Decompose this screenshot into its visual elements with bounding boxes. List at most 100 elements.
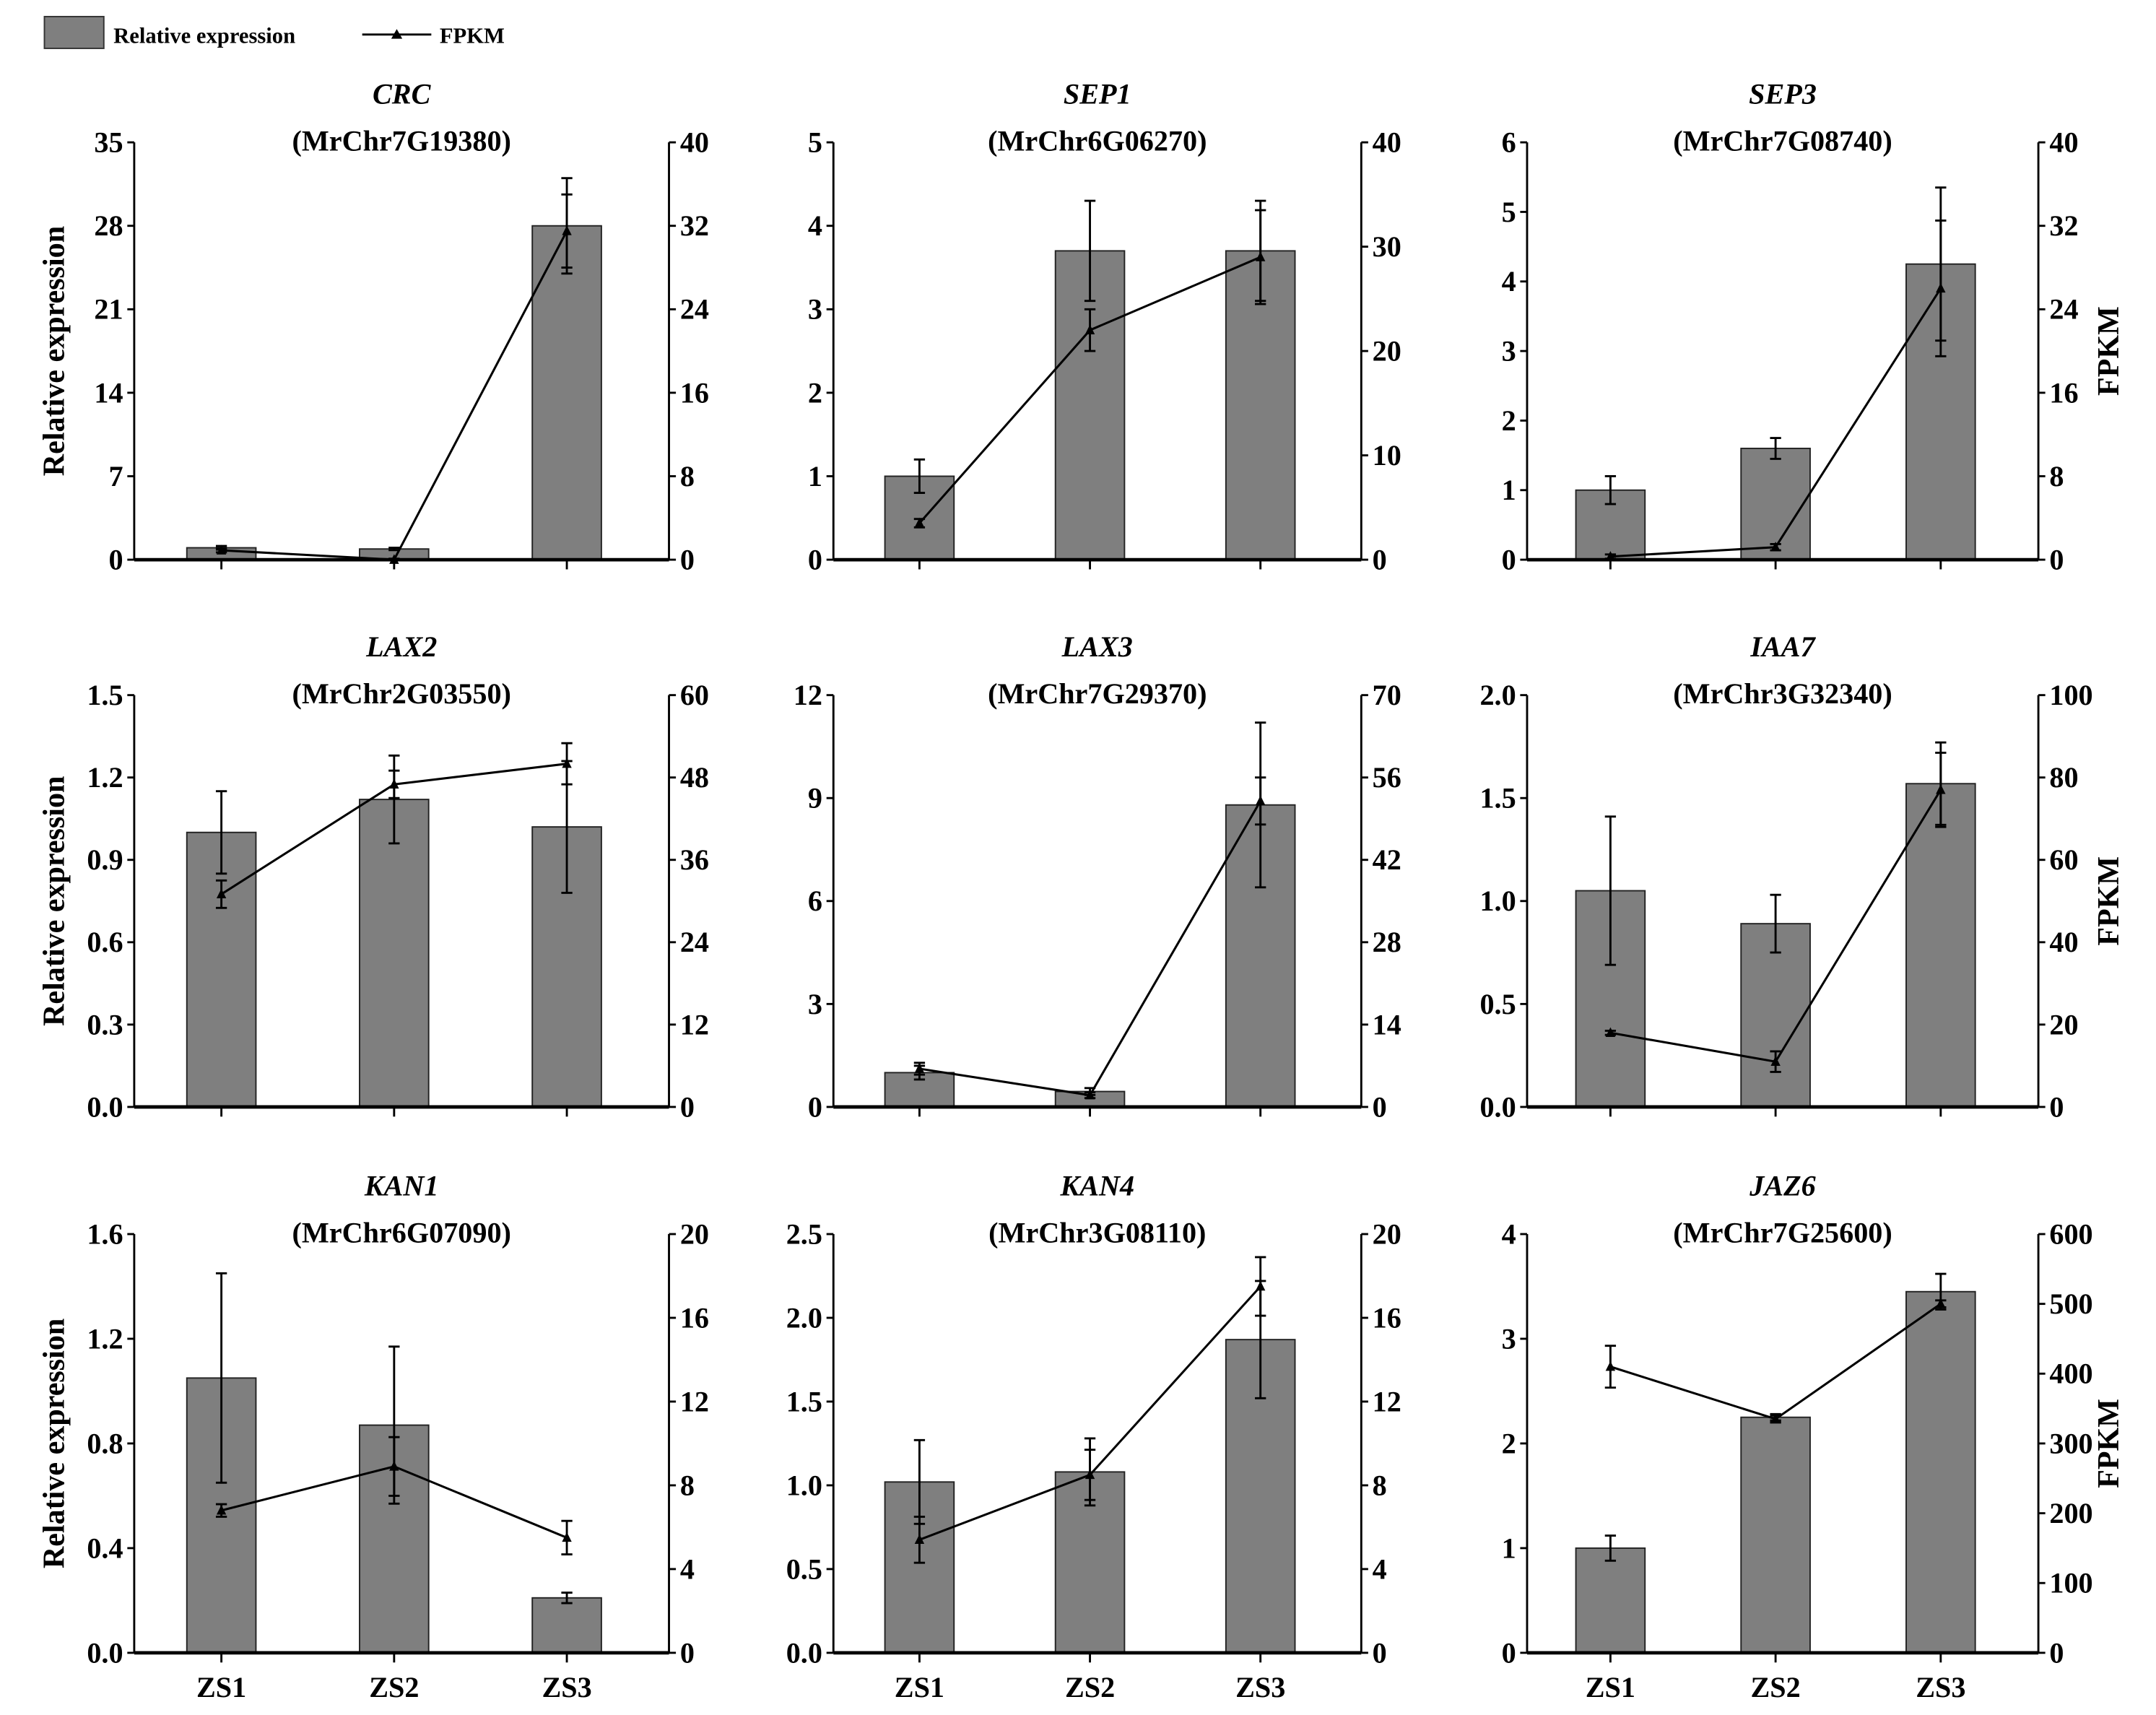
right-tick-label: 20 <box>1373 1217 1401 1250</box>
fpkm-point-zs3 <box>562 1532 572 1542</box>
bar-error-bar <box>1770 437 1781 460</box>
chart-panel-crc: CRC (MrChr7G19380) 0 7 14 21 28 35 0 8 16 24 32 40 Rel… <box>37 78 709 576</box>
right-tick-label: 0 <box>680 1636 695 1669</box>
legend-bar-swatch <box>43 16 105 49</box>
chart-panel-iaa7: IAA7 (MrChr3G32340) 0.0 0.5 1.0 1.5 2.0 0 20 40 60… <box>1479 630 2126 1123</box>
left-tick-label: 0.0 <box>1479 1090 1516 1123</box>
right-tick-label: 0 <box>1373 543 1387 576</box>
chart-title-gene: LAX3 <box>1061 630 1133 663</box>
chart-title-gene: KAN4 <box>1059 1169 1134 1202</box>
right-tick-label: 600 <box>2049 1217 2092 1250</box>
x-tick-label: ZS2 <box>369 1671 419 1703</box>
right-tick-label: 4 <box>680 1553 695 1585</box>
left-tick-label: 1.2 <box>87 1322 123 1355</box>
x-tick-label: ZS1 <box>196 1671 246 1703</box>
fpkm-point-zs1 <box>1605 1027 1616 1038</box>
fpkm-point-zs2 <box>389 1461 399 1471</box>
right-tick-label: 32 <box>680 209 709 242</box>
right-tick-label: 10 <box>1373 439 1401 472</box>
right-tick-label: 24 <box>680 926 709 958</box>
fpkm-point-zs2 <box>1770 542 1781 552</box>
fpkm-point-zs3 <box>1936 784 1946 794</box>
x-tick-label: ZS2 <box>1750 1671 1800 1703</box>
fpkm-point-zs3 <box>1255 1280 1266 1291</box>
y2-axis-label: FPKM <box>2092 1399 2126 1488</box>
right-tick-label: 60 <box>2049 843 2078 876</box>
right-tick-label: 36 <box>680 843 709 876</box>
chart-title-gene: SEP1 <box>1064 78 1131 110</box>
y2-axis-label: FPKM <box>2092 856 2126 946</box>
right-tick-label: 0 <box>1373 1090 1387 1123</box>
right-tick-label: 8 <box>2049 460 2064 492</box>
fpkm-point-zs3 <box>1255 795 1266 806</box>
right-tick-label: 24 <box>680 293 709 326</box>
right-tick-label: 40 <box>1373 126 1401 159</box>
chart-panel-lax2: LAX2 (MrChr2G03550) 0.0 0.3 0.6 0.9 1.2 1.5 0 12 2… <box>37 630 709 1123</box>
left-tick-label: 1.0 <box>1479 885 1516 917</box>
left-tick-label: 0 <box>108 543 123 576</box>
bar-error-bar <box>1604 475 1617 505</box>
left-tick-label: 0.6 <box>87 926 123 958</box>
legend-line-marker <box>391 29 403 39</box>
left-tick-label: 14 <box>94 376 123 409</box>
chart-panel-sep3: SEP3 (MrChr7G08740) 0 1 2 3 4 5 6 0 8 16 24 32 40 FPKM <box>1502 78 2126 576</box>
fpkm-point-zs3 <box>1936 1298 1946 1308</box>
bar-error-bar <box>215 790 227 875</box>
left-tick-label: 3 <box>808 988 822 1020</box>
right-tick-label: 0 <box>1373 1636 1387 1669</box>
left-tick-label: 0.0 <box>87 1636 123 1669</box>
right-tick-label: 16 <box>1373 1301 1401 1334</box>
legend-bar-label: Relative expression <box>113 23 295 48</box>
bar-error-bar <box>1084 199 1096 303</box>
bar-zs3 <box>1905 1290 1976 1654</box>
right-tick-label: 28 <box>1373 926 1401 958</box>
right-tick-label: 48 <box>680 761 709 794</box>
chart-title-id: (MrChr7G19380) <box>292 125 510 157</box>
left-tick-label: 35 <box>94 126 123 159</box>
right-tick-label: 40 <box>2049 126 2078 159</box>
left-tick-label: 0.9 <box>87 843 123 876</box>
right-tick-label: 12 <box>1373 1385 1401 1417</box>
chart-title-gene: KAN1 <box>364 1169 439 1202</box>
x-tick-label: ZS2 <box>1065 1671 1115 1703</box>
bar-error-bar <box>388 547 400 552</box>
left-tick-label: 1.5 <box>1479 782 1516 815</box>
right-tick-label: 30 <box>1373 230 1401 263</box>
right-tick-label: 100 <box>2049 1567 2092 1599</box>
chart-title-id: (MrChr2G03550) <box>292 677 510 710</box>
fpkm-point-zs2 <box>1084 1089 1095 1100</box>
bar-zs3 <box>531 225 602 561</box>
left-tick-label: 0 <box>1502 543 1516 576</box>
x-tick-label: ZS3 <box>542 1671 591 1703</box>
fpkm-line <box>221 230 568 561</box>
fpkm-point-zs1 <box>216 888 227 899</box>
fpkm-point-zs2 <box>1770 1056 1781 1066</box>
chart-title-gene: CRC <box>373 78 432 110</box>
left-tick-label: 0.5 <box>786 1553 822 1585</box>
left-tick-label: 1.5 <box>87 679 123 711</box>
right-tick-label: 40 <box>2049 926 2078 958</box>
right-tick-label: 16 <box>680 1301 709 1334</box>
fpkm-point-zs3 <box>1936 282 1946 293</box>
bar-zs2 <box>1740 923 1811 1108</box>
left-tick-label: 0.0 <box>786 1636 822 1669</box>
legend: Relative expression FPKM <box>43 16 505 49</box>
left-tick-label: 2.5 <box>786 1217 822 1250</box>
left-tick-label: 5 <box>808 126 822 159</box>
left-tick-label: 1.5 <box>786 1385 822 1417</box>
chart-title-id: (MrChr3G08110) <box>988 1216 1206 1249</box>
left-tick-label: 0.3 <box>87 1008 123 1041</box>
chart-panel-kan1: KAN1 (MrChr6G07090) 0.0 0.4 0.8 1.2 1.6 0 4 8 12 16… <box>37 1169 709 1703</box>
right-tick-label: 500 <box>2049 1288 2092 1320</box>
chart-title-id: (MrChr6G06270) <box>988 125 1207 157</box>
bar-error-bar <box>1770 893 1781 954</box>
fpkm-point-zs3 <box>562 225 572 235</box>
fpkm-point-zs1 <box>914 517 925 528</box>
right-tick-label: 70 <box>1373 679 1401 711</box>
right-tick-label: 12 <box>680 1385 709 1417</box>
y-axis-label: Relative expression <box>37 776 71 1026</box>
chart-title-gene: JAZ6 <box>1749 1169 1816 1202</box>
fpkm-line <box>919 800 1262 1097</box>
left-tick-label: 4 <box>1502 265 1516 298</box>
fpkm-point-zs3 <box>1255 251 1266 261</box>
